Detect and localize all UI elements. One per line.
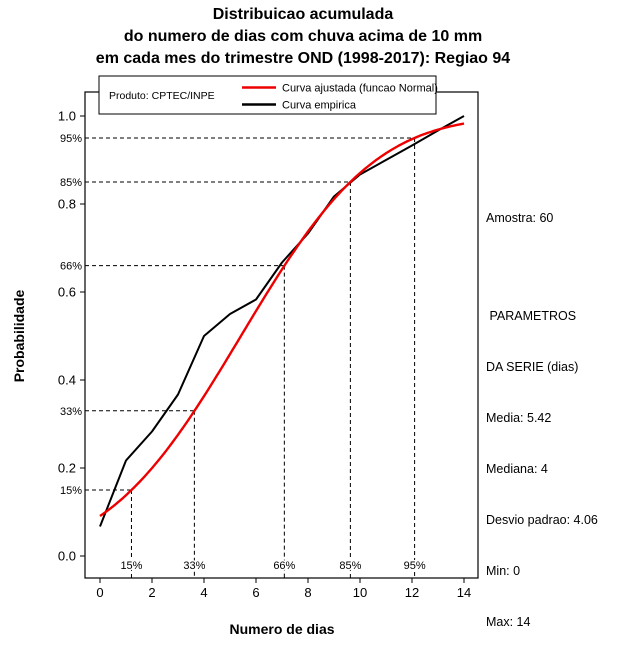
legend: Produto: CPTEC/INPE Curva ajustada (func… (98, 75, 438, 115)
stat-desvio-padrao: Desvio padrao: 4.06 (486, 513, 598, 527)
x-tick-label: 14 (457, 585, 471, 600)
legend-label-empirical: Curva empirica (282, 100, 357, 112)
x-tick-label: 2 (148, 585, 155, 600)
legend-box (98, 75, 437, 115)
y-tick-label: 0.2 (58, 461, 76, 476)
percentile-level-label: 85% (60, 177, 82, 189)
stat-max: Max: 14 (486, 615, 531, 629)
stat-media: Media: 5.42 (486, 411, 552, 425)
product-label: Produto: CPTEC/INPE (109, 90, 215, 102)
chart-title-line2: do numero de dias com chuva acima de 10 … (124, 28, 482, 45)
stat-min: Min: 0 (486, 564, 521, 578)
legend-label-fitted: Curva ajustada (funcao Normal) (282, 83, 438, 95)
y-tick-label: 0.8 (58, 197, 76, 212)
percentile-x-label: 85% (339, 560, 361, 572)
parameters-header-2: DA SERIE (dias) (486, 360, 579, 374)
chart-title-line3: em cada mes do trimestre OND (1998-2017)… (96, 50, 511, 67)
percentile-x-label: 33% (183, 560, 205, 572)
chart-title-line1: Distribuicao acumulada (213, 6, 394, 23)
parameters-header-1: PARAMETROS (486, 309, 577, 323)
percentile-level-label: 15% (60, 485, 82, 497)
percentile-level-label: 66% (60, 261, 82, 273)
y-axis-title: Probabilidade (11, 290, 27, 383)
stats-panel: Amostra: 60 PARAMETROS DA SERIE (dias) M… (486, 176, 598, 660)
spacer (486, 261, 598, 274)
sample-size: Amostra: 60 (486, 211, 554, 225)
plot-area: 0 2 4 6 8 10 12 14 0.0 0.2 0.4 0.6 0.8 1.0 15% 15% 33% 33… (58, 91, 479, 600)
percentile-level-label: 33% (60, 406, 82, 418)
x-tick-label: 12 (405, 585, 419, 600)
x-tick-label: 6 (252, 585, 259, 600)
empirical-curve (99, 115, 465, 527)
percentile-level-label: 95% (60, 133, 82, 145)
plot-box (84, 91, 479, 579)
x-axis-title: Numero de dias (229, 621, 334, 637)
percentile-x-label: 15% (120, 560, 142, 572)
y-tick-label: 0.6 (58, 285, 76, 300)
x-tick-label: 4 (200, 585, 207, 600)
x-tick-label: 10 (353, 585, 367, 600)
y-tick-label: 0.4 (58, 373, 76, 388)
percentile-x-label: 66% (273, 560, 295, 572)
fitted-curve (99, 122, 465, 517)
percentile-x-label: 95% (404, 560, 426, 572)
y-tick-label: 1.0 (58, 109, 76, 124)
x-tick-label: 0 (96, 585, 103, 600)
y-tick-label: 0.0 (58, 549, 76, 564)
x-tick-label: 8 (304, 585, 311, 600)
stat-mediana: Mediana: 4 (486, 462, 548, 476)
